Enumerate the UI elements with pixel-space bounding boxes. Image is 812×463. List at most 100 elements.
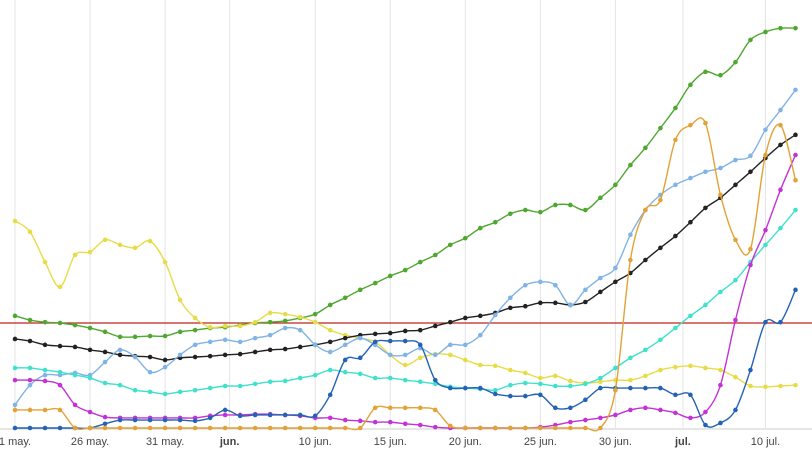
data-point <box>688 175 693 181</box>
data-point <box>27 407 33 413</box>
x-tick-label: 26 may. <box>71 436 109 448</box>
data-point <box>252 349 258 355</box>
data-point <box>117 347 123 353</box>
data-point <box>493 219 498 225</box>
data-point <box>583 287 588 293</box>
data-point <box>432 407 438 413</box>
data-point <box>703 302 708 308</box>
data-point <box>417 422 423 428</box>
data-point <box>327 327 333 333</box>
data-point <box>432 352 438 358</box>
data-point <box>282 311 288 317</box>
x-tick-label: 30 jun. <box>599 436 632 448</box>
data-point <box>357 418 363 424</box>
data-point <box>327 339 333 345</box>
data-point <box>583 381 588 387</box>
data-point <box>703 365 708 371</box>
data-point <box>658 197 663 203</box>
data-point <box>628 257 633 263</box>
data-point <box>598 195 603 201</box>
data-point <box>57 425 63 431</box>
data-point <box>162 391 168 397</box>
data-point <box>447 242 453 248</box>
data-point <box>162 333 168 339</box>
data-point <box>27 229 33 235</box>
data-point <box>282 318 288 324</box>
data-point <box>523 207 528 213</box>
data-point <box>402 405 408 411</box>
data-point <box>297 344 303 350</box>
data-point <box>372 405 378 411</box>
data-point <box>147 238 153 244</box>
data-point <box>733 182 738 188</box>
x-tick-label: 10 jul. <box>751 436 780 448</box>
data-point <box>222 407 228 413</box>
data-point <box>357 335 363 341</box>
data-point <box>778 107 783 113</box>
data-point <box>508 367 513 373</box>
data-point <box>793 207 798 213</box>
data-point <box>147 333 153 339</box>
data-point <box>12 377 18 383</box>
data-point <box>477 332 483 338</box>
data-point <box>42 425 48 431</box>
data-point <box>267 425 273 431</box>
data-point <box>372 419 378 425</box>
x-tick-label: jun. <box>219 436 240 448</box>
data-point <box>42 372 48 378</box>
data-point <box>192 425 198 431</box>
data-point <box>447 319 453 325</box>
data-point <box>793 382 798 388</box>
data-point <box>12 218 18 224</box>
data-point <box>583 425 588 431</box>
data-point <box>132 417 138 423</box>
data-point <box>763 29 768 35</box>
data-point <box>132 354 138 360</box>
data-point <box>718 192 723 198</box>
data-point <box>417 405 423 411</box>
data-point <box>778 25 783 31</box>
data-point <box>162 425 168 431</box>
data-point <box>27 377 33 383</box>
data-point <box>432 323 438 329</box>
data-point <box>342 342 348 348</box>
data-point <box>643 145 648 151</box>
data-point <box>733 317 738 323</box>
data-point <box>628 355 633 361</box>
data-point <box>733 59 738 65</box>
data-point <box>658 337 663 343</box>
data-point <box>162 259 168 265</box>
data-point <box>432 377 438 383</box>
data-point <box>538 381 543 387</box>
data-point <box>327 349 333 355</box>
data-point <box>523 380 528 386</box>
data-point <box>447 342 453 348</box>
data-point <box>658 385 663 391</box>
data-point <box>508 211 513 217</box>
data-point <box>42 259 48 265</box>
data-point <box>763 127 768 133</box>
data-point <box>748 246 753 252</box>
data-point <box>297 412 303 418</box>
data-point <box>688 122 693 128</box>
data-point <box>538 425 543 431</box>
data-point <box>432 252 438 258</box>
data-point <box>327 392 333 398</box>
data-point <box>643 207 648 213</box>
data-point <box>628 385 633 391</box>
data-point <box>447 352 453 358</box>
data-point <box>27 317 33 323</box>
data-point <box>553 425 558 431</box>
data-point <box>477 425 483 431</box>
data-point <box>162 364 168 370</box>
data-point <box>553 373 558 379</box>
data-point <box>237 323 243 329</box>
data-point <box>763 152 768 158</box>
data-point <box>282 412 288 418</box>
data-point <box>793 177 798 183</box>
data-point <box>583 207 588 213</box>
data-point <box>748 169 753 175</box>
data-point <box>493 391 498 397</box>
data-point <box>538 279 543 285</box>
